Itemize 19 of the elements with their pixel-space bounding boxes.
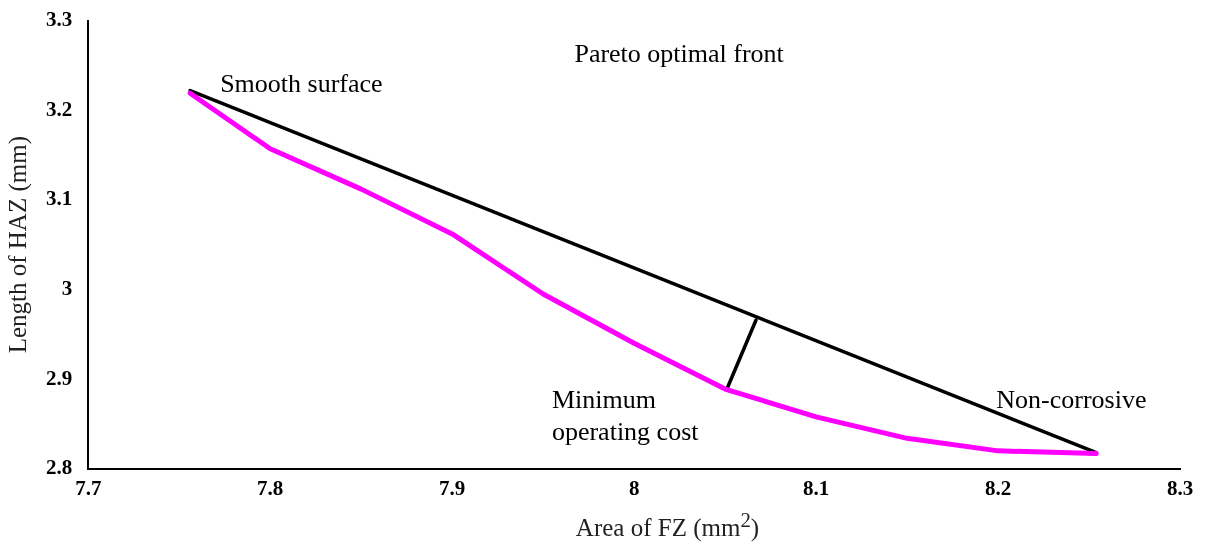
x-axis-title: Area of FZ (mm$^{2}$) <box>574 508 761 543</box>
x-tick-label: 8 <box>628 475 640 500</box>
x-tick-label: 8.2 <box>984 475 1012 500</box>
y-tick-label: 2.8 <box>46 455 73 480</box>
y-tick-label: 3.2 <box>46 96 73 121</box>
x-tick-label: 7.9 <box>439 475 466 500</box>
annotation: Smooth surface <box>220 69 383 99</box>
x-tick-label: 8.1 <box>802 475 830 500</box>
y-tick-label: 3.3 <box>46 7 73 32</box>
y-tick-label: 3.1 <box>46 186 73 211</box>
x-tick-label: 7.8 <box>257 475 284 500</box>
y-tick-label: 2.9 <box>46 365 73 390</box>
x-tick-label: 8.3 <box>1166 475 1194 500</box>
annotation: Minimum operating cost <box>551 384 700 446</box>
text: Pareto optimal front <box>574 39 785 69</box>
y-tick-label: 3 <box>61 275 73 300</box>
annotation: Non-corrosive <box>996 385 1147 415</box>
y-axis-title: Length of HAZ (mm) <box>3 136 32 354</box>
x-tick-label: 7.7 <box>75 475 102 500</box>
